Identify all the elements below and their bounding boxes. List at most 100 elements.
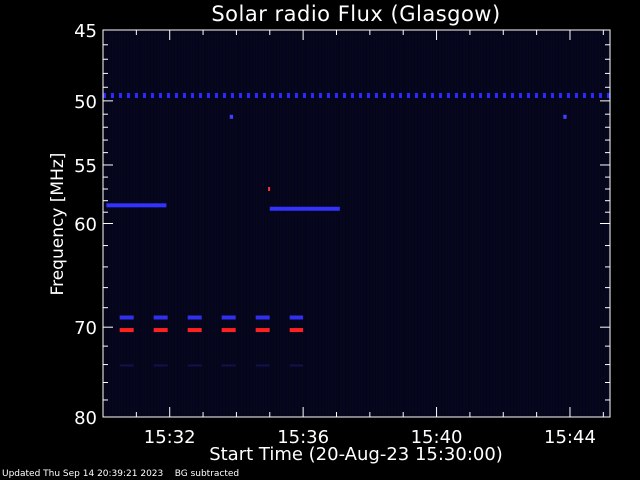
feature-dash — [221, 315, 236, 320]
x-tick-label: 15:32 — [144, 427, 196, 448]
footer: Updated Thu Sep 14 20:39:21 2023 BG subt… — [2, 469, 239, 479]
feature-dash — [559, 92, 562, 98]
x-tick-label: 15:36 — [277, 427, 329, 448]
feature-dash — [271, 92, 274, 98]
feature-dash — [375, 92, 378, 98]
feature-dash — [471, 92, 474, 98]
feature-dash — [295, 92, 298, 98]
feature-dash — [187, 328, 202, 333]
feature-dash — [187, 315, 202, 320]
feature-dash — [239, 92, 242, 98]
feature-dash — [255, 315, 270, 320]
feature-dash — [519, 92, 522, 98]
feature-dash — [439, 92, 442, 98]
feature-dash — [495, 92, 498, 98]
y-tick-label: 60 — [74, 215, 97, 236]
feature-dash — [351, 92, 354, 98]
feature-dash — [383, 92, 386, 98]
feature-dash — [221, 364, 236, 367]
feature-dash — [103, 92, 106, 98]
feature-dash — [319, 92, 322, 98]
x-tick-label: 15:44 — [544, 427, 596, 448]
bg-note: BG subtracted — [174, 469, 240, 479]
feature-spot — [268, 186, 271, 191]
y-tick-label: 55 — [74, 156, 97, 177]
y-tick-label: 50 — [74, 92, 97, 113]
feature-dash — [153, 364, 168, 367]
chart-title: Solar radio Flux (Glasgow) — [211, 2, 501, 26]
y-tick-label: 45 — [74, 21, 97, 42]
feature-dash — [289, 315, 304, 320]
feature-band — [106, 203, 157, 208]
feature-dash — [407, 92, 410, 98]
feature-dash — [191, 92, 194, 98]
feature-dash — [167, 92, 170, 98]
feature-dash — [279, 92, 282, 98]
plot-background — [103, 30, 610, 417]
feature-dash — [135, 92, 138, 98]
updated-text: Updated Thu Sep 14 20:39:21 2023 — [2, 469, 164, 479]
feature-dash — [543, 92, 546, 98]
feature-dash — [263, 92, 266, 98]
feature-dash — [463, 92, 466, 98]
feature-dash — [551, 92, 554, 98]
feature-spot — [563, 114, 567, 119]
feature-dash — [153, 315, 168, 320]
feature-dash — [153, 328, 168, 333]
feature-dash — [431, 92, 434, 98]
feature-dash — [527, 92, 530, 98]
feature-dash — [591, 92, 594, 98]
feature-dash — [287, 92, 290, 98]
feature-dash — [415, 92, 418, 98]
feature-dash — [327, 92, 330, 98]
feature-dash — [187, 364, 202, 367]
feature-dash — [311, 92, 314, 98]
feature-dash — [289, 328, 304, 333]
feature-dash — [391, 92, 394, 98]
feature-dash — [255, 92, 258, 98]
feature-dash — [359, 92, 362, 98]
feature-dash — [175, 92, 178, 98]
feature-dash — [255, 364, 270, 367]
feature-dash — [199, 92, 202, 98]
feature-dash — [221, 328, 236, 333]
feature-dash — [487, 92, 490, 98]
feature-dash — [423, 92, 426, 98]
feature-dash — [255, 328, 270, 333]
feature-dash — [335, 92, 338, 98]
y-tick-label: 70 — [74, 318, 97, 339]
feature-dash — [159, 92, 162, 98]
feature-dash — [303, 92, 306, 98]
feature-dash — [183, 92, 186, 98]
feature-dash — [127, 92, 130, 98]
feature-dash — [143, 92, 146, 98]
feature-dash — [223, 92, 226, 98]
feature-dash — [289, 364, 304, 367]
feature-dash — [367, 92, 370, 98]
feature-dash — [575, 92, 578, 98]
feature-dash — [503, 92, 506, 98]
x-axis-label: Start Time (20-Aug-23 15:30:00) — [209, 444, 503, 465]
feature-dash — [119, 315, 134, 320]
feature-spot — [229, 114, 234, 119]
feature-dash — [207, 92, 210, 98]
y-axis-label: Frequency [MHz] — [48, 152, 68, 296]
feature-dash — [119, 364, 134, 367]
feature-dash — [215, 92, 218, 98]
feature-dash — [111, 92, 114, 98]
feature-dash — [247, 92, 250, 98]
feature-dash — [511, 92, 514, 98]
feature-dash — [447, 92, 450, 98]
feature-dash — [599, 92, 602, 98]
y-tick-label: 80 — [74, 408, 97, 429]
feature-dash — [399, 92, 402, 98]
feature-dash — [607, 92, 610, 98]
feature-dash — [567, 92, 570, 98]
feature-dash — [119, 92, 122, 98]
feature-band — [269, 206, 340, 211]
feature-dash — [535, 92, 538, 98]
feature-dash — [119, 328, 134, 333]
feature-dash — [343, 92, 346, 98]
feature-band — [154, 203, 167, 208]
